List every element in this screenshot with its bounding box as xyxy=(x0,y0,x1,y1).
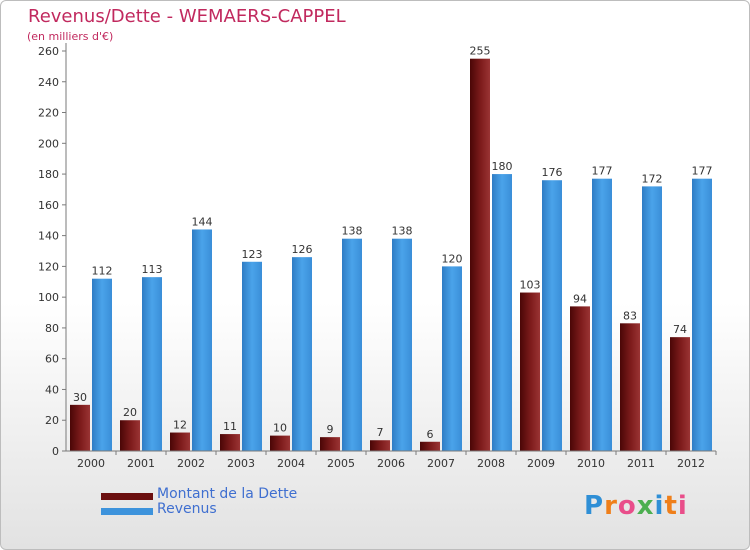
bar-revenus xyxy=(292,257,312,451)
logo-letter: o xyxy=(617,491,637,521)
data-label-revenus: 112 xyxy=(92,265,113,278)
y-tick-label: 40 xyxy=(45,383,59,396)
legend-swatch-debt xyxy=(101,493,153,500)
legend-label-revenus: Revenus xyxy=(157,501,217,517)
bar-revenus xyxy=(442,266,462,451)
x-tick-label: 2002 xyxy=(177,457,205,470)
bar-debt xyxy=(270,435,290,451)
bar-debt xyxy=(70,404,90,451)
x-tick-label: 2010 xyxy=(577,457,605,470)
logo-letter: P xyxy=(584,491,605,521)
data-label-revenus: 144 xyxy=(192,215,213,228)
legend-label-debt: Montant de la Dette xyxy=(157,486,298,502)
x-tick-label: 2000 xyxy=(77,457,105,470)
bar-debt xyxy=(570,306,590,451)
data-label-debt: 11 xyxy=(223,420,237,433)
logo-letter: r xyxy=(604,491,618,521)
data-label-debt: 103 xyxy=(520,279,541,292)
data-label-revenus: 120 xyxy=(442,252,463,265)
bar-revenus xyxy=(492,174,512,452)
y-tick-label: 200 xyxy=(38,137,59,150)
proxiti-logo: Proxiti xyxy=(584,491,688,521)
x-tick-label: 2003 xyxy=(227,457,255,470)
data-label-revenus: 172 xyxy=(642,172,663,185)
x-tick-label: 2006 xyxy=(377,457,405,470)
logo-letter: i xyxy=(677,491,688,521)
data-label-revenus: 126 xyxy=(292,243,313,256)
x-tick-label: 2001 xyxy=(127,457,155,470)
x-tick-label: 2005 xyxy=(327,457,355,470)
bar-revenus xyxy=(592,178,612,451)
y-tick-label: 120 xyxy=(38,260,59,273)
bar-revenus xyxy=(242,261,262,451)
bar-revenus xyxy=(542,180,562,451)
data-label-revenus: 180 xyxy=(492,160,513,173)
data-label-revenus: 113 xyxy=(142,263,163,276)
bar-debt xyxy=(220,434,240,451)
data-label-debt: 20 xyxy=(123,406,137,419)
y-tick-label: 240 xyxy=(38,76,59,89)
data-label-debt: 74 xyxy=(673,323,687,336)
bar-debt xyxy=(320,437,340,451)
bar-revenus xyxy=(392,238,412,451)
logo-letter: t xyxy=(664,491,678,521)
y-tick-label: 260 xyxy=(38,45,59,58)
data-label-debt: 7 xyxy=(377,426,384,439)
x-tick-label: 2007 xyxy=(427,457,455,470)
bar-revenus xyxy=(142,277,162,451)
data-label-debt: 83 xyxy=(623,309,637,322)
bar-revenus xyxy=(642,186,662,451)
y-tick-label: 0 xyxy=(52,445,59,458)
y-tick-label: 100 xyxy=(38,291,59,304)
x-tick-label: 2011 xyxy=(627,457,655,470)
bar-revenus xyxy=(342,238,362,451)
bar-revenus xyxy=(692,178,712,451)
data-label-debt: 94 xyxy=(573,292,587,305)
x-tick-label: 2004 xyxy=(277,457,305,470)
bar-debt xyxy=(620,323,640,451)
x-tick-label: 2012 xyxy=(677,457,705,470)
y-tick-label: 20 xyxy=(45,414,59,427)
data-label-revenus: 138 xyxy=(342,225,363,238)
data-label-debt: 6 xyxy=(427,428,434,441)
bar-debt xyxy=(670,337,690,451)
x-tick-label: 2009 xyxy=(527,457,555,470)
data-label-debt: 10 xyxy=(273,422,287,435)
data-label-debt: 255 xyxy=(470,45,491,58)
y-tick-label: 180 xyxy=(38,168,59,181)
bar-revenus xyxy=(92,278,112,451)
chart-subtitle: (en milliers d'€) xyxy=(27,30,114,43)
data-label-revenus: 176 xyxy=(542,166,563,179)
data-label-debt: 30 xyxy=(73,391,87,404)
data-label-revenus: 177 xyxy=(592,165,613,178)
chart-title: Revenus/Dette - WEMAERS-CAPPEL xyxy=(28,6,346,27)
data-label-revenus: 123 xyxy=(242,248,263,261)
y-tick-label: 140 xyxy=(38,230,59,243)
data-label-debt: 12 xyxy=(173,419,187,432)
bar-debt xyxy=(520,292,540,451)
data-label-revenus: 138 xyxy=(392,225,413,238)
logo-letter: i xyxy=(654,491,665,521)
logo-letter: x xyxy=(636,491,655,521)
legend-swatch-revenus xyxy=(101,508,153,515)
y-tick-label: 60 xyxy=(45,353,59,366)
y-tick-label: 220 xyxy=(38,107,59,120)
y-tick-label: 80 xyxy=(45,322,59,335)
bar-debt xyxy=(470,58,490,451)
bar-revenus xyxy=(192,229,212,451)
bar-debt xyxy=(170,432,190,451)
bar-debt xyxy=(120,420,140,451)
data-label-revenus: 177 xyxy=(692,165,713,178)
bar-debt xyxy=(420,441,440,451)
x-tick-label: 2008 xyxy=(477,457,505,470)
bar-debt xyxy=(370,440,390,451)
y-tick-label: 160 xyxy=(38,199,59,212)
data-label-debt: 9 xyxy=(327,423,334,436)
